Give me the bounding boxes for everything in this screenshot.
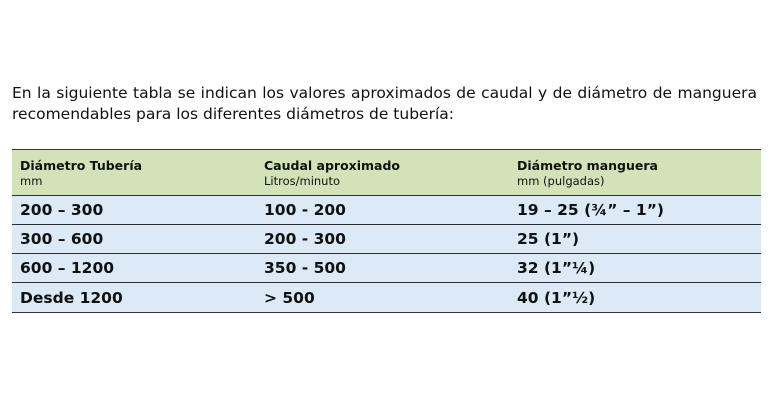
cell-flow: 200 - 300 [264, 230, 346, 248]
header-cell-hose-diameter: Diámetro manguera mm (pulgadas) [508, 158, 761, 195]
header-title: Caudal aproximado [264, 158, 401, 173]
cell-pipe-diameter: 200 – 300 [20, 201, 104, 219]
cell-flow: 100 - 200 [264, 201, 346, 219]
cell-hose-diameter: 32 (1”¼) [517, 259, 596, 277]
table-row: Desde 1200 > 500 40 (1”½) [12, 283, 761, 312]
intro-paragraph: En la siguiente tabla se indican los val… [12, 84, 757, 123]
header-unit: mm (pulgadas) [517, 174, 605, 188]
cell-pipe-diameter: 300 – 600 [20, 230, 104, 248]
header-title: Diámetro manguera [517, 158, 658, 173]
header-cell-flow: Caudal aproximado Litros/minuto [256, 158, 508, 195]
data-table: Diámetro Tubería mm Caudal aproximado Li… [12, 149, 761, 313]
header-title: Diámetro Tubería [20, 158, 143, 173]
cell-hose-diameter: 40 (1”½) [517, 288, 596, 307]
cell-flow: 350 - 500 [264, 259, 346, 277]
header-cell-pipe-diameter: Diámetro Tubería mm [12, 158, 256, 195]
cell-hose-diameter: 19 – 25 (¾” – 1”) [517, 201, 664, 219]
table-row: 600 – 1200 350 - 500 32 (1”¼) [12, 254, 761, 283]
cell-pipe-diameter: Desde 1200 [20, 288, 123, 307]
table-row: 200 – 300 100 - 200 19 – 25 (¾” – 1”) [12, 196, 761, 225]
header-unit: mm [20, 174, 43, 188]
table-row: 300 – 600 200 - 300 25 (1”) [12, 225, 761, 254]
cell-pipe-diameter: 600 – 1200 [20, 259, 115, 277]
table-header-row: Diámetro Tubería mm Caudal aproximado Li… [12, 150, 761, 196]
header-unit: Litros/minuto [264, 174, 341, 188]
cell-hose-diameter: 25 (1”) [517, 230, 580, 248]
cell-flow: > 500 [264, 288, 315, 307]
